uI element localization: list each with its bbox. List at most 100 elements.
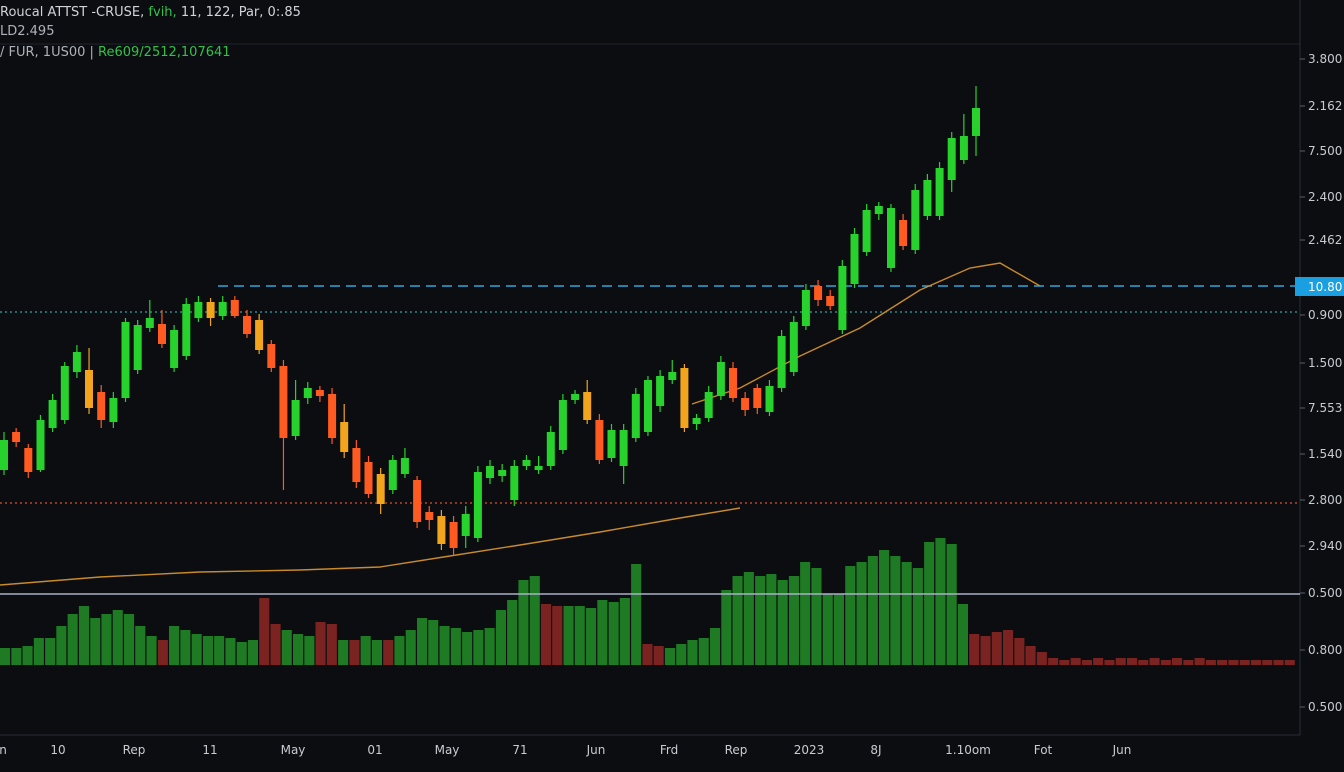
volume-bar	[202, 636, 213, 665]
candle-body[interactable]	[656, 376, 665, 406]
candle-body[interactable]	[947, 138, 956, 180]
candle-body[interactable]	[279, 366, 288, 438]
volume-bar	[755, 576, 766, 665]
candle-body[interactable]	[413, 480, 422, 522]
candle-body[interactable]	[595, 420, 604, 460]
candle-body[interactable]	[862, 210, 871, 252]
candle-body[interactable]	[972, 108, 980, 136]
candle-body[interactable]	[668, 372, 677, 380]
candle-body[interactable]	[230, 300, 239, 316]
candle-body[interactable]	[692, 418, 701, 424]
volume-bar	[743, 572, 754, 665]
candle-body[interactable]	[437, 516, 446, 544]
candle-body[interactable]	[60, 366, 69, 420]
candle-body[interactable]	[388, 460, 397, 490]
candle-body[interactable]	[522, 460, 531, 466]
candle-body[interactable]	[510, 466, 519, 500]
volume-bar	[417, 618, 428, 665]
volume-bar	[33, 638, 44, 665]
candle-body[interactable]	[461, 514, 470, 536]
candle-body[interactable]	[874, 206, 883, 214]
volume-bar	[687, 640, 698, 665]
candle-body[interactable]	[267, 344, 276, 368]
candle-body[interactable]	[789, 322, 798, 372]
candle-body[interactable]	[352, 448, 361, 482]
candle-body[interactable]	[571, 394, 580, 400]
candle-body[interactable]	[425, 512, 434, 520]
candle-body[interactable]	[777, 336, 786, 388]
candle-body[interactable]	[534, 466, 543, 470]
candle-body[interactable]	[935, 168, 944, 216]
candle-body[interactable]	[24, 448, 33, 472]
candle-body[interactable]	[158, 324, 166, 344]
candle-body[interactable]	[911, 190, 920, 250]
volume-bar	[586, 608, 597, 665]
interval-label[interactable]: fvih,	[148, 5, 177, 20]
candle-body[interactable]	[680, 368, 689, 428]
volume-bar	[574, 606, 585, 665]
candle-body[interactable]	[498, 470, 507, 476]
candle-body[interactable]	[619, 430, 628, 466]
volume-bar	[1127, 658, 1138, 665]
candle-body[interactable]	[486, 466, 494, 478]
candle-body[interactable]	[814, 286, 823, 300]
candle-body[interactable]	[765, 386, 774, 412]
candle-body[interactable]	[583, 392, 592, 420]
volume-bar	[811, 568, 822, 665]
candle-body[interactable]	[364, 462, 373, 494]
candle-body[interactable]	[315, 390, 324, 396]
candle-body[interactable]	[729, 368, 737, 398]
candle-body[interactable]	[85, 370, 93, 408]
candle-body[interactable]	[12, 432, 21, 442]
candle-body[interactable]	[838, 266, 847, 330]
candle-body[interactable]	[959, 136, 968, 160]
candle-body[interactable]	[145, 318, 154, 328]
volume-bar	[845, 566, 856, 665]
candle-body[interactable]	[243, 316, 251, 334]
time-tick-label: May	[435, 743, 460, 757]
candle-body[interactable]	[400, 458, 409, 474]
symbol-header: Roucal ATTST -CRUSE, fvih, 11, 122, Par,…	[0, 5, 301, 20]
candle-body[interactable]	[376, 474, 385, 504]
candle-body[interactable]	[546, 432, 555, 466]
candle-body[interactable]	[826, 296, 835, 306]
candle-body[interactable]	[850, 234, 859, 284]
candle-body[interactable]	[0, 440, 8, 470]
candle-body[interactable]	[97, 392, 106, 420]
candle-body[interactable]	[753, 388, 762, 408]
candle-body[interactable]	[607, 430, 616, 458]
candle-body[interactable]	[133, 325, 142, 370]
candle-body[interactable]	[194, 302, 203, 318]
candle-body[interactable]	[716, 362, 725, 396]
candle-body[interactable]	[644, 380, 652, 432]
candle-body[interactable]	[36, 420, 45, 470]
candle-body[interactable]	[218, 302, 227, 316]
candle-body[interactable]	[923, 180, 932, 216]
candle-body[interactable]	[887, 208, 895, 268]
candle-body[interactable]	[340, 422, 349, 452]
candle-body[interactable]	[255, 320, 264, 350]
candle-body[interactable]	[631, 394, 640, 438]
candle-body[interactable]	[899, 220, 908, 246]
volume-bar	[169, 626, 180, 665]
candle-body[interactable]	[109, 398, 118, 422]
candle-body[interactable]	[72, 352, 81, 372]
candle-body[interactable]	[48, 400, 57, 428]
candle-body[interactable]	[170, 330, 179, 368]
volume-bar	[969, 634, 980, 665]
candle-body[interactable]	[121, 322, 130, 398]
candle-body[interactable]	[449, 522, 458, 548]
candle-body[interactable]	[182, 304, 191, 356]
time-tick-label: n	[0, 743, 7, 757]
candle-body[interactable]	[801, 290, 810, 326]
price-tick-label: 2.462	[1308, 233, 1342, 247]
candle-body[interactable]	[473, 472, 482, 538]
candle-body[interactable]	[291, 400, 300, 436]
candle-body[interactable]	[741, 398, 750, 410]
candle-body[interactable]	[303, 388, 312, 398]
candle-body[interactable]	[704, 392, 713, 418]
candle-body[interactable]	[558, 400, 567, 450]
candle-body[interactable]	[328, 394, 337, 438]
candle-body[interactable]	[206, 302, 215, 318]
